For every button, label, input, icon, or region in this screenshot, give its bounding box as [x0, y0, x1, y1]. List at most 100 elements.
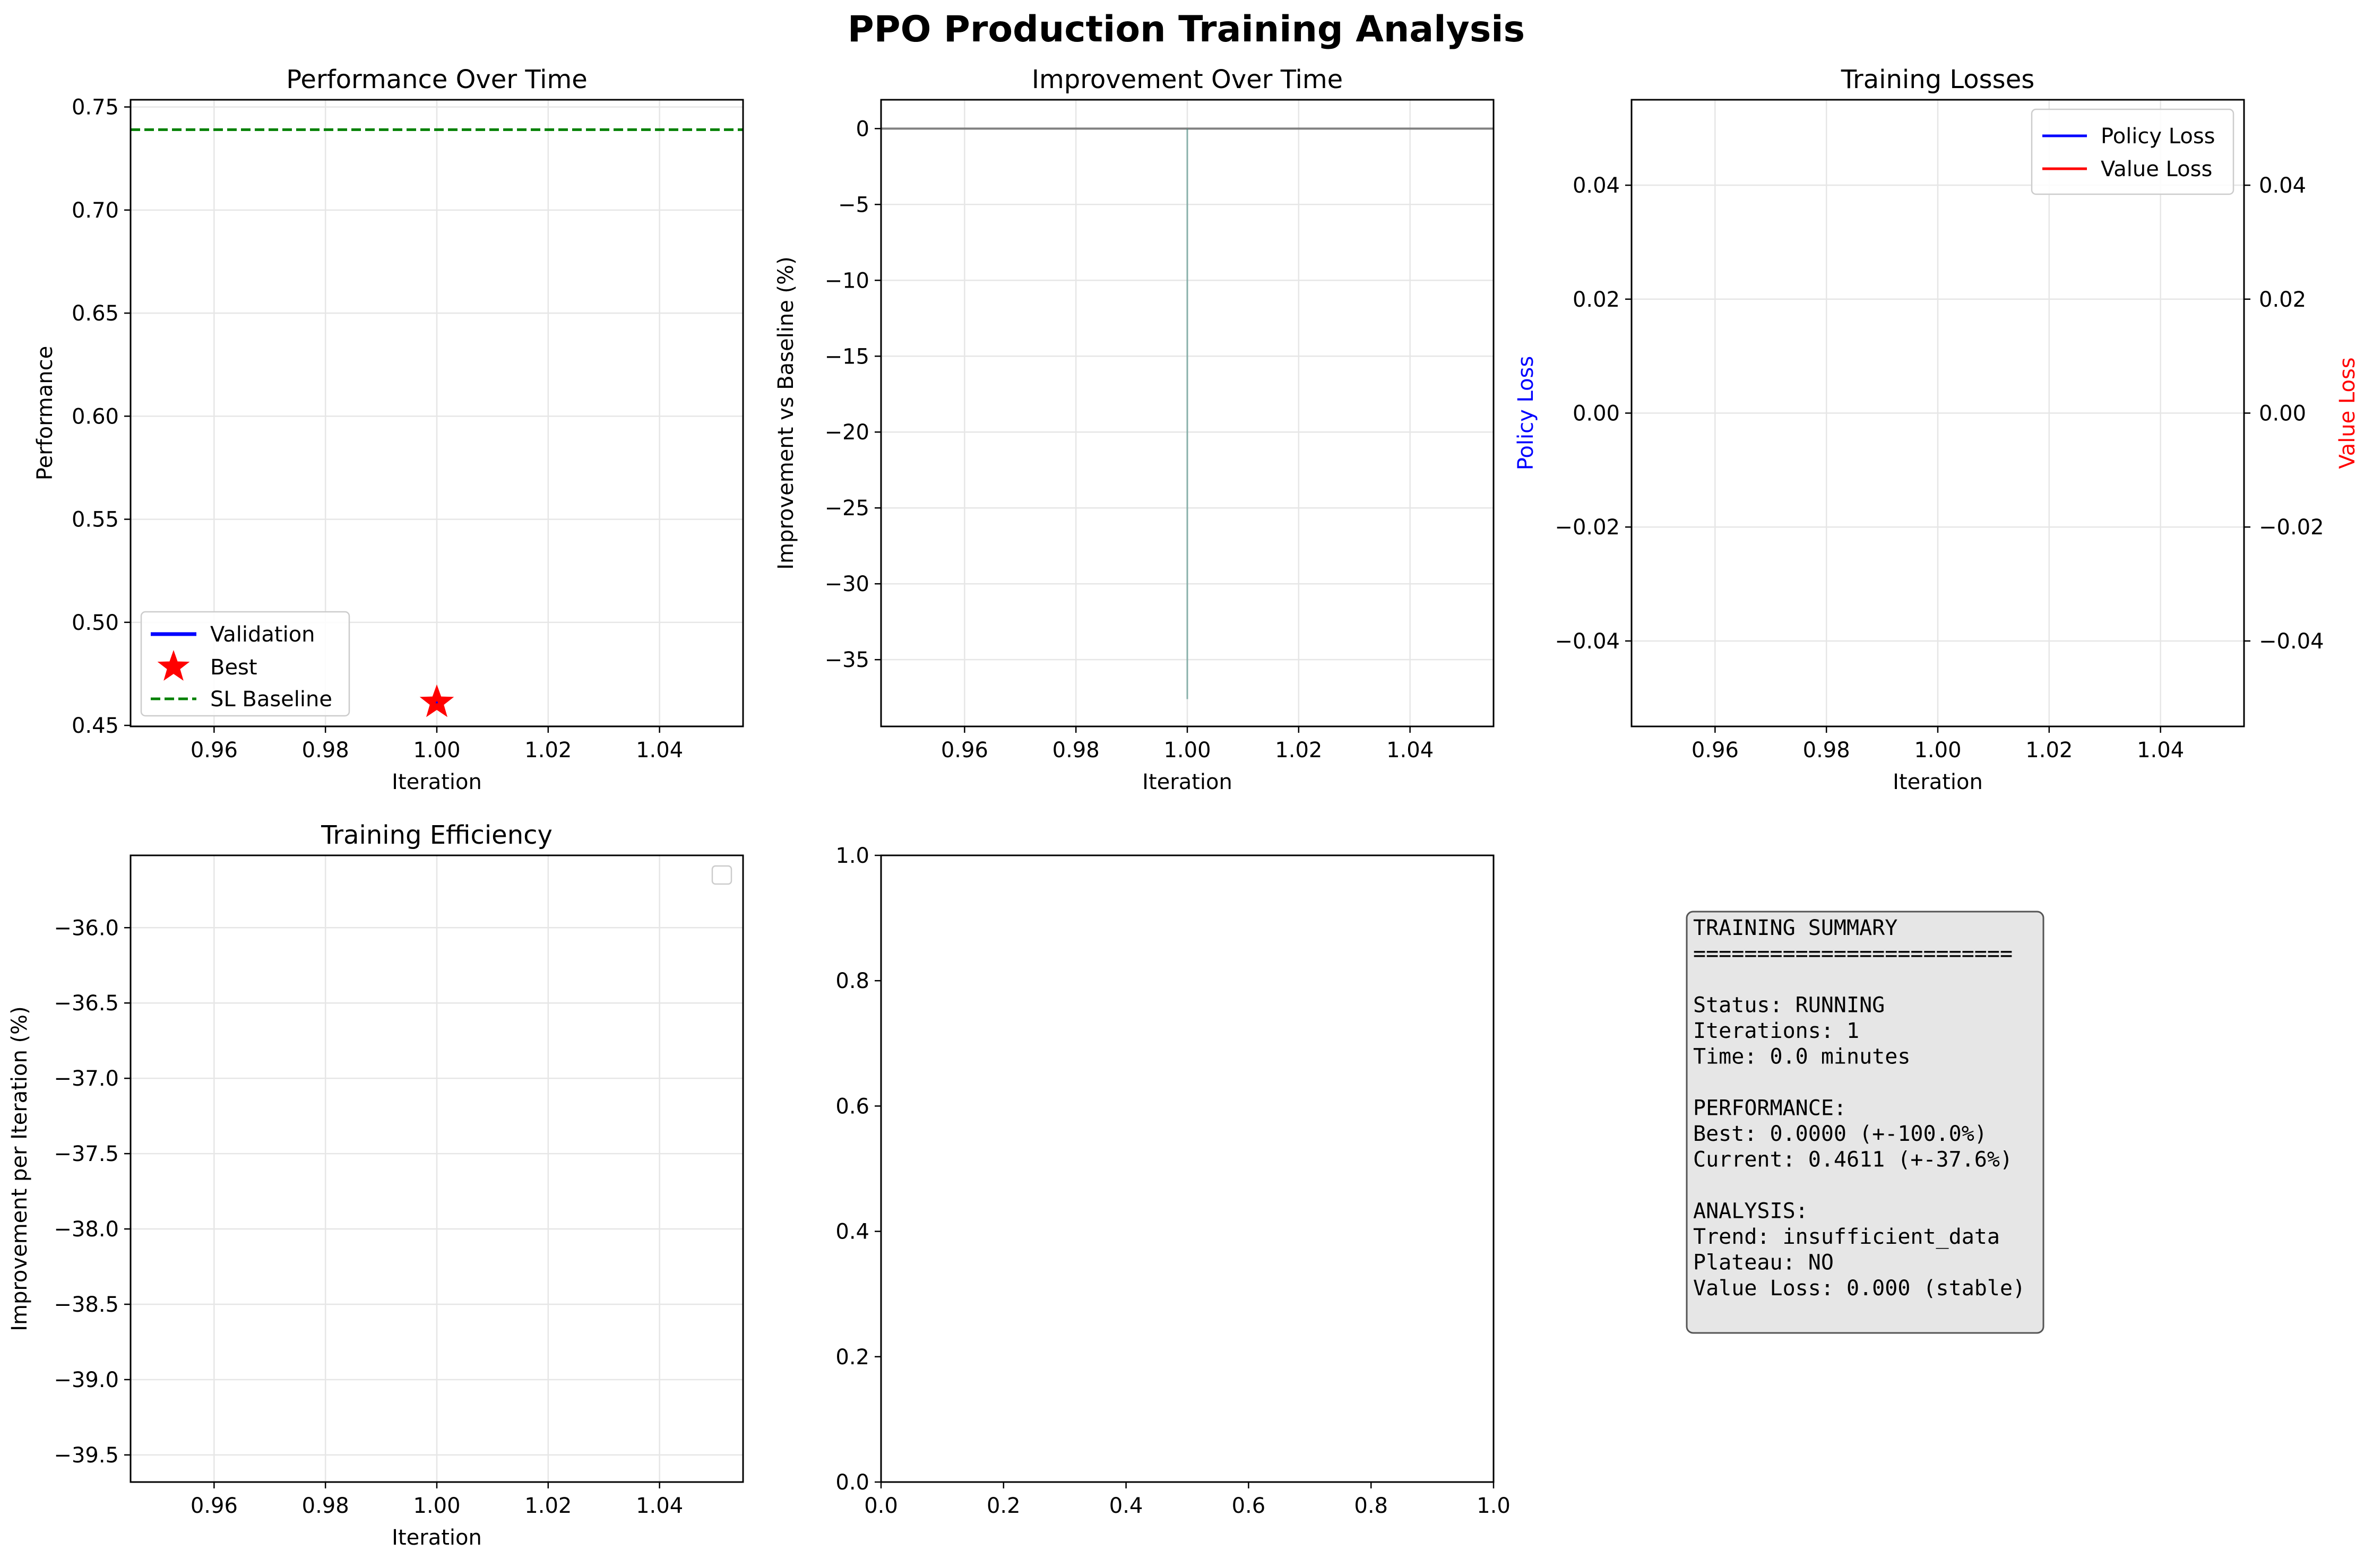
summary-line: TRAINING SUMMARY: [1693, 916, 1897, 940]
y-tick-label: −0.02: [1555, 515, 1620, 540]
validation-point: [436, 701, 438, 704]
y-tick-label: 0.02: [1573, 288, 1620, 312]
summary-line: ANALYSIS:: [1693, 1199, 1808, 1224]
summary-line: Trend: insufficient_data: [1693, 1225, 2000, 1249]
y-tick-label: 0.45: [72, 714, 119, 738]
x-tick-label: 1.00: [1914, 738, 1961, 763]
summary-line: PERFORMANCE:: [1693, 1096, 1846, 1121]
training-summary-box: TRAINING SUMMARY========================…: [1686, 911, 2044, 1334]
subplot-performance: 0.96 0.98 1.00 1.02 1.04 0.45 0.50 0.55 0.60 0.65…: [33, 65, 744, 794]
y-tick-label: 0: [856, 117, 869, 141]
legend: Validation Best SL Baseline: [140, 611, 350, 717]
legend-label: Policy Loss: [2101, 124, 2215, 149]
legend-label: Value Loss: [2101, 157, 2212, 181]
y-tick-label: 0.50: [72, 611, 119, 635]
x-tick-label: 0.98: [302, 1494, 349, 1518]
subplot-empty: 0.0 0.2 0.4 0.6 0.8 1.0 0.0 0.2 0.4 0.6 0.8 1.0: [835, 844, 1510, 1518]
y-tick-label: 0.04: [1573, 174, 1620, 198]
summary-line: Plateau: NO: [1693, 1251, 1834, 1275]
y-tick-label: 0.70: [72, 198, 119, 223]
x-tick-label: 1.00: [1163, 738, 1211, 763]
y-tick-label: −36.0: [54, 916, 119, 940]
legend-label: Validation: [210, 622, 315, 647]
summary-line: Time: 0.0 minutes: [1693, 1045, 1910, 1069]
y-tick-label: −39.5: [54, 1443, 119, 1468]
x-axis-label: Iteration: [1893, 770, 1983, 794]
x-axis-label: Iteration: [392, 1526, 482, 1550]
x-tick-label: 0.0: [864, 1494, 898, 1518]
subplot-title: Training Efficiency: [321, 820, 553, 850]
y-tick-label: 1.0: [835, 844, 869, 868]
subplot-title: Training Losses: [1841, 65, 2034, 94]
best-star-marker: [419, 684, 454, 717]
x-tick-label: 1.04: [2137, 738, 2184, 763]
y-tick-label: −39.0: [54, 1368, 119, 1392]
y-tick-label: 0.75: [72, 96, 119, 120]
y-tick-label-right: −0.04: [2259, 629, 2324, 654]
y-tick-label: −37.0: [54, 1067, 119, 1091]
x-tick-label: 0.96: [941, 738, 988, 763]
y-axis-label: Improvement per Iteration (%): [7, 1006, 32, 1331]
y-tick-label: 0.00: [1573, 402, 1620, 426]
x-tick-label: 0.6: [1232, 1494, 1266, 1518]
x-tick-label: 0.98: [1052, 738, 1100, 763]
legend-frame: [2031, 108, 2234, 195]
x-axis-label: Iteration: [392, 770, 482, 794]
y-tick-label: −38.5: [54, 1293, 119, 1317]
summary-line: Iterations: 1: [1693, 1019, 1859, 1043]
y-tick-label: −35: [825, 648, 869, 672]
y-tick-label: −25: [825, 496, 869, 521]
y-tick-label: 0.60: [72, 404, 119, 429]
subplot-efficiency: 0.96 0.98 1.00 1.02 1.04 −36.0 −36.5 −37.0 −37.5…: [7, 820, 744, 1550]
y-tick-label: −0.04: [1555, 629, 1620, 654]
x-tick-label: 0.8: [1354, 1494, 1388, 1518]
x-tick-label: 1.04: [636, 1494, 683, 1518]
x-axis-label: Iteration: [1142, 770, 1232, 794]
x-tick-label: 0.2: [987, 1494, 1021, 1518]
legend-frame: [140, 611, 350, 717]
legend-frame-empty: [711, 865, 732, 885]
summary-line: =========================: [1693, 942, 2013, 966]
summary-box-frame: [1686, 911, 2044, 1334]
y-tick-label: −5: [838, 193, 869, 217]
x-tick-label: 1.04: [1386, 738, 1434, 763]
x-tick-label: 1.02: [2025, 738, 2073, 763]
y-tick-label-right: 0.00: [2259, 402, 2306, 426]
x-tick-label: 0.98: [302, 738, 349, 763]
axes-frame: [880, 854, 1495, 1483]
x-tick-label: 1.0: [1477, 1494, 1511, 1518]
x-tick-label: 1.04: [636, 738, 683, 763]
improvement-bar: [1186, 128, 1188, 699]
y-tick-label: 0.6: [835, 1094, 869, 1119]
y-tick-label: −36.5: [54, 991, 119, 1016]
subplot-losses: 0.96 0.98 1.00 1.02 1.04 0.04 0.02 0.00 −0.02 −0.…: [1514, 65, 2360, 794]
figure-title: PPO Production Training Analysis: [848, 8, 1525, 50]
y-tick-label: −30: [825, 572, 869, 596]
summary-line: Value Loss: 0.000 (stable): [1693, 1276, 2025, 1301]
y-tick-label-right: 0.02: [2259, 288, 2306, 312]
summary-line: Best: 0.0000 (+-100.0%): [1693, 1122, 1987, 1146]
x-tick-label: 1.00: [413, 738, 460, 763]
legend-swatch: [157, 650, 190, 681]
legend-label: SL Baseline: [210, 687, 332, 712]
subplot-improvement: 0.96 0.98 1.00 1.02 1.04 0 −5 −10 −15 −20 −25 −30 −3…: [774, 65, 1495, 794]
y-tick-label: 0.2: [835, 1345, 869, 1370]
y-tick-label: 0.8: [835, 969, 869, 993]
legend: Policy Loss Value Loss: [2031, 108, 2234, 195]
summary-line: Status: RUNNING: [1693, 993, 1885, 1018]
y-tick-label: 0.4: [835, 1220, 869, 1244]
legend-label: Best: [210, 655, 257, 680]
value-loss-axis-label: Value Loss: [2335, 357, 2360, 469]
policy-loss-axis-label: Policy Loss: [1514, 356, 1538, 471]
y-tick-label: −38.0: [54, 1217, 119, 1242]
x-tick-label: 1.00: [413, 1494, 460, 1518]
x-tick-label: 0.96: [191, 1494, 238, 1518]
y-tick-label: 0.55: [72, 508, 119, 532]
y-tick-label: −20: [825, 420, 869, 445]
y-tick-label: −37.5: [54, 1142, 119, 1166]
subplot-title: Performance Over Time: [286, 65, 588, 94]
x-tick-label: 1.02: [524, 1494, 572, 1518]
x-tick-label: 0.4: [1109, 1494, 1143, 1518]
y-tick-label-right: 0.04: [2259, 174, 2306, 198]
